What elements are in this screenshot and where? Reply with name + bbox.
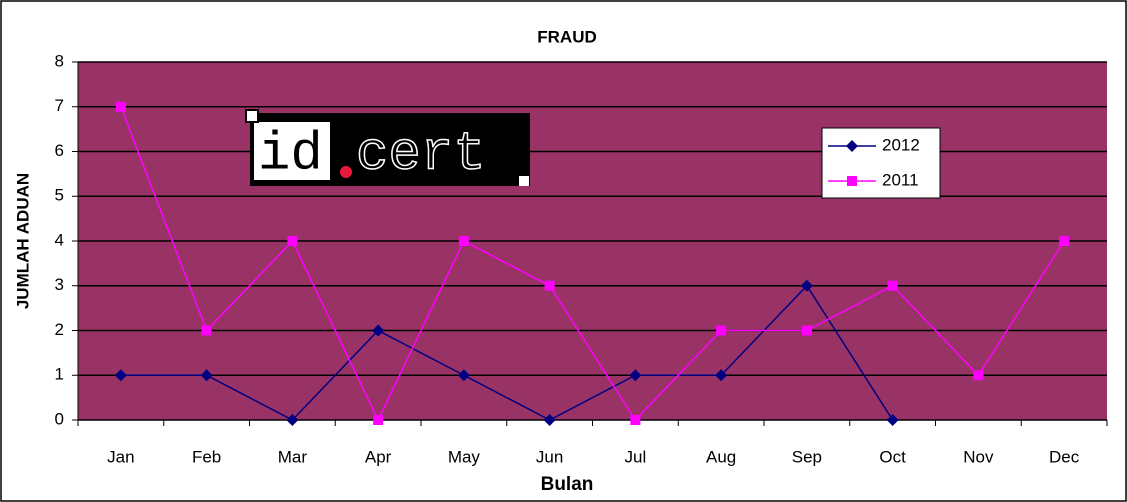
marker xyxy=(287,236,298,246)
x-tick-label: Feb xyxy=(192,447,221,466)
marker xyxy=(716,325,727,336)
y-tick-label: 6 xyxy=(55,141,64,160)
x-tick-label: Jul xyxy=(625,447,647,466)
marker xyxy=(1059,236,1070,246)
marker xyxy=(115,101,126,112)
chart-title: FRAUD xyxy=(537,27,597,46)
marker xyxy=(800,279,813,292)
logo-id-bg xyxy=(254,122,330,180)
marker xyxy=(286,414,299,426)
y-tick-label: 1 xyxy=(55,365,64,384)
marker xyxy=(543,414,556,426)
marker xyxy=(715,369,728,382)
marker xyxy=(544,280,555,291)
legend-label: 2011 xyxy=(882,170,919,189)
x-tick-label: Mar xyxy=(278,447,308,466)
y-tick-label: 8 xyxy=(55,51,64,70)
x-tick-label: May xyxy=(448,447,481,466)
marker xyxy=(630,415,641,425)
line xyxy=(120,106,1065,422)
marker xyxy=(114,369,127,382)
marker xyxy=(372,324,385,337)
y-tick-label: 2 xyxy=(55,320,64,339)
marker xyxy=(373,415,384,425)
x-tick-label: Sep xyxy=(792,447,822,466)
x-tick-label: Jun xyxy=(536,447,563,466)
x-tick-label: Jan xyxy=(107,447,134,466)
y-tick-label: 7 xyxy=(55,96,64,115)
x-tick-label: Aug xyxy=(706,447,736,466)
legend xyxy=(821,127,941,199)
marker xyxy=(201,325,212,336)
y-tick-label: 3 xyxy=(55,275,64,294)
y-axis-label: JUMLAH ADUAN xyxy=(13,173,32,309)
logo-dot xyxy=(340,166,352,178)
marker xyxy=(886,414,899,426)
logo-corner xyxy=(519,176,529,186)
x-tick-label: Oct xyxy=(879,447,906,466)
marker xyxy=(200,369,213,382)
marker xyxy=(629,369,642,382)
x-tick-label: Apr xyxy=(365,447,392,466)
x-tick-label: Dec xyxy=(1049,447,1080,466)
logo-text: id xyxy=(258,124,323,185)
marker xyxy=(801,325,812,336)
legend-marker xyxy=(846,140,858,152)
logo-text: cert xyxy=(356,124,486,185)
x-axis-label: Bulan xyxy=(541,474,594,495)
x-tick-label: Nov xyxy=(963,447,994,466)
y-tick-label: 5 xyxy=(55,186,64,205)
logo-corner xyxy=(245,109,259,123)
marker xyxy=(458,236,469,246)
marker xyxy=(973,370,984,381)
legend-label: 2012 xyxy=(882,135,920,154)
y-tick-label: 0 xyxy=(55,409,64,428)
marker xyxy=(457,369,470,382)
y-tick-label: 4 xyxy=(55,230,64,249)
legend-marker xyxy=(847,176,857,186)
logo: id cert xyxy=(245,109,530,186)
marker xyxy=(887,280,898,291)
